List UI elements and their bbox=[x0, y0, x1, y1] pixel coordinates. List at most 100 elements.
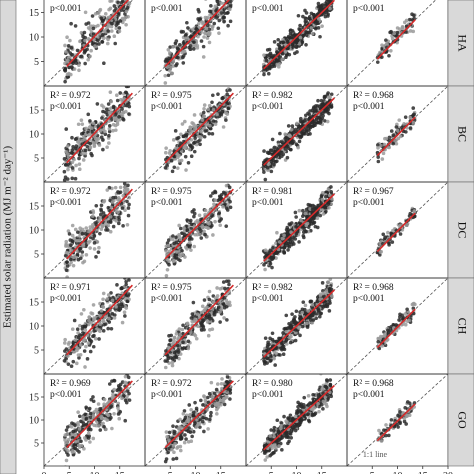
data-point bbox=[297, 240, 301, 244]
data-point bbox=[217, 197, 222, 202]
data-point bbox=[101, 421, 105, 426]
data-point bbox=[115, 98, 120, 103]
data-point bbox=[387, 53, 391, 58]
data-point bbox=[175, 166, 180, 170]
data-point bbox=[407, 17, 412, 22]
data-point bbox=[107, 141, 111, 145]
data-point bbox=[69, 243, 73, 248]
data-point bbox=[215, 294, 220, 298]
data-point bbox=[219, 192, 224, 197]
data-point bbox=[307, 112, 312, 117]
data-point bbox=[304, 11, 309, 15]
data-point bbox=[197, 213, 202, 218]
data-point bbox=[284, 337, 289, 342]
data-point bbox=[278, 353, 282, 357]
data-point bbox=[70, 176, 75, 181]
data-point bbox=[105, 145, 109, 149]
data-point bbox=[204, 225, 208, 230]
data-point bbox=[178, 43, 182, 47]
data-point bbox=[192, 149, 197, 154]
data-point bbox=[182, 226, 186, 230]
data-point bbox=[68, 38, 72, 43]
data-point bbox=[326, 14, 330, 18]
data-point bbox=[65, 144, 70, 148]
data-point bbox=[81, 260, 85, 265]
data-point bbox=[208, 123, 212, 128]
data-point bbox=[163, 73, 168, 78]
data-point bbox=[265, 150, 270, 155]
data-point bbox=[380, 157, 385, 161]
data-point bbox=[95, 102, 100, 106]
data-point bbox=[300, 310, 305, 315]
data-point bbox=[201, 44, 206, 49]
data-point bbox=[113, 112, 118, 117]
data-point bbox=[172, 350, 177, 355]
data-point bbox=[265, 48, 270, 52]
data-point bbox=[326, 202, 331, 207]
data-point bbox=[222, 15, 227, 20]
panel-plot-area bbox=[44, 86, 145, 182]
data-point bbox=[320, 24, 324, 28]
data-point bbox=[76, 420, 80, 425]
data-point bbox=[106, 23, 110, 27]
data-point bbox=[62, 341, 67, 345]
data-point bbox=[209, 4, 213, 8]
data-point bbox=[116, 401, 121, 406]
data-point bbox=[124, 282, 128, 287]
data-point bbox=[296, 145, 300, 150]
data-point bbox=[104, 228, 108, 232]
data-point bbox=[318, 213, 323, 218]
data-point bbox=[393, 138, 397, 143]
identity-line bbox=[347, 182, 448, 278]
data-point bbox=[271, 245, 275, 250]
regression-line bbox=[263, 193, 335, 262]
data-point bbox=[184, 168, 188, 172]
data-point bbox=[295, 121, 299, 126]
data-point bbox=[107, 124, 112, 128]
data-point bbox=[301, 214, 305, 218]
data-point bbox=[84, 22, 88, 26]
data-point bbox=[293, 51, 297, 56]
data-point bbox=[172, 335, 177, 340]
data-point bbox=[206, 107, 211, 112]
data-point bbox=[170, 360, 175, 365]
data-point bbox=[176, 155, 180, 160]
data-point bbox=[107, 133, 111, 138]
data-point bbox=[283, 132, 287, 137]
data-point bbox=[179, 30, 184, 34]
data-point bbox=[165, 58, 169, 63]
data-point bbox=[389, 129, 394, 133]
data-point bbox=[275, 62, 280, 67]
data-point bbox=[101, 304, 105, 309]
data-point bbox=[82, 307, 86, 312]
data-point bbox=[79, 419, 83, 424]
data-point bbox=[107, 185, 112, 190]
data-point bbox=[263, 267, 267, 272]
data-point bbox=[77, 427, 82, 431]
panel-r1-c1: R² = 0.966p<0.001 bbox=[43, 0, 146, 87]
r-squared-label: R² = 0.981 bbox=[252, 187, 293, 197]
data-point bbox=[77, 156, 81, 161]
data-point bbox=[75, 238, 79, 243]
data-point bbox=[174, 250, 179, 254]
panel-plot-area bbox=[246, 182, 347, 278]
data-point bbox=[282, 233, 286, 238]
data-point bbox=[278, 131, 282, 136]
data-point bbox=[91, 225, 95, 229]
data-point bbox=[76, 353, 81, 357]
data-point bbox=[87, 315, 92, 319]
data-point bbox=[263, 177, 268, 182]
p-value-label: p<0.001 bbox=[50, 102, 82, 112]
data-point bbox=[122, 182, 127, 186]
data-point bbox=[88, 411, 93, 416]
data-point bbox=[120, 304, 125, 309]
data-point bbox=[222, 19, 226, 24]
data-point bbox=[309, 26, 314, 30]
data-point bbox=[292, 320, 297, 325]
data-point bbox=[69, 150, 74, 155]
data-point bbox=[181, 323, 185, 328]
data-point bbox=[270, 331, 275, 336]
data-point bbox=[106, 413, 111, 418]
